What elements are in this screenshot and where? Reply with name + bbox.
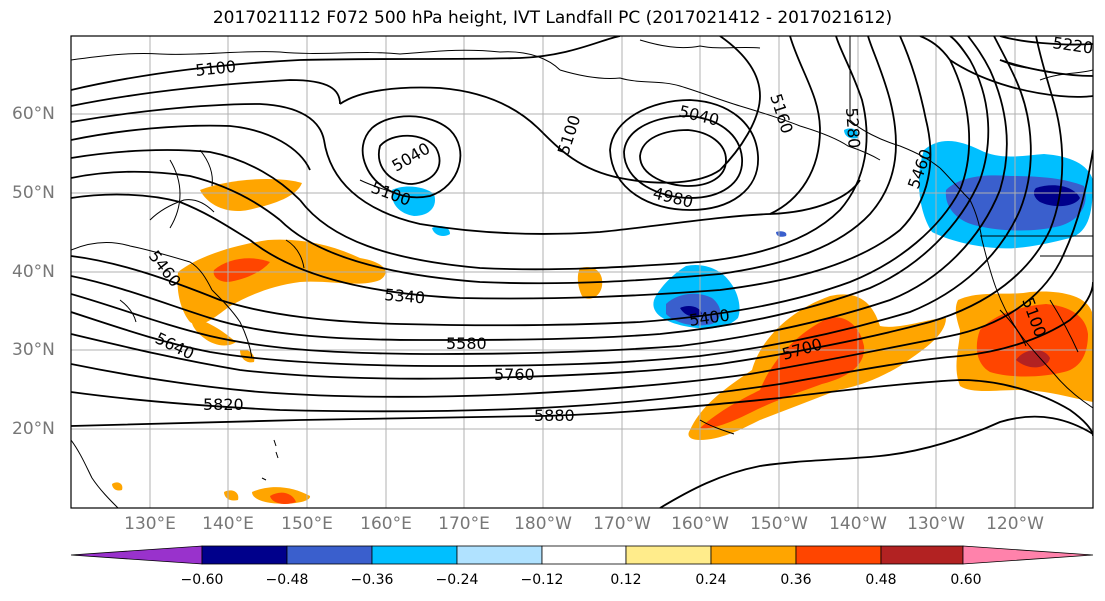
lon-label: 130°E (124, 514, 176, 534)
height-contours (71, 36, 1093, 508)
lon-label: 140°E (202, 514, 254, 534)
lon-label: 170°W (593, 514, 651, 534)
lon-label: 140°W (829, 514, 887, 534)
lon-label: 120°W (986, 514, 1044, 534)
contour-label: 5040 (677, 101, 721, 129)
colorbar-tick-label: 0.60 (950, 572, 982, 588)
contour-label: 5100 (369, 178, 414, 210)
lat-label: 60°N (12, 104, 55, 124)
shaded-fields (112, 128, 1093, 504)
lon-label: 180°W (514, 514, 572, 534)
colorbar-tick-label: 0.12 (610, 572, 642, 588)
colorbar-tick-label: −0.60 (180, 572, 224, 588)
contour-label: 5580 (446, 334, 487, 353)
lon-label: 160°W (671, 514, 729, 534)
lat-label: 20°N (12, 419, 55, 439)
graticule (71, 36, 1093, 508)
colorbar-tick-label: −0.12 (520, 572, 564, 588)
lat-label: 40°N (12, 262, 55, 282)
lon-label: 150°W (750, 514, 808, 534)
contour-label: 5280 (842, 107, 864, 149)
lon-label: 130°W (907, 514, 965, 534)
colorbar-tick-label: 0.48 (865, 572, 897, 588)
colorbar-tick-label: −0.36 (350, 572, 394, 588)
map-plot-area: 5100 5040 5100 5100 5040 4980 5460 5640 … (71, 33, 1094, 508)
contour-label: 4980 (651, 183, 695, 211)
contour-label: 5220 (1051, 33, 1094, 57)
map-title: 2017021112 F072 500 hPa height, IVT Land… (212, 8, 893, 28)
lon-label: 170°E (438, 514, 490, 534)
contour-label: 5100 (554, 113, 585, 158)
lat-label: 30°N (12, 340, 55, 360)
colorbar-tick-label: −0.24 (435, 572, 479, 588)
colorbar-tick-label: 0.24 (695, 572, 727, 588)
colorbar-extend-min (70, 545, 203, 565)
plot-frame (70, 35, 1094, 509)
contour-label: 5820 (203, 395, 244, 414)
contour-label: 5880 (534, 406, 575, 425)
colorbar-tick-label: 0.36 (780, 572, 812, 588)
contour-label: 5040 (389, 139, 434, 176)
contour-label: 5760 (494, 365, 535, 384)
lon-label: 150°E (281, 514, 333, 534)
lat-label: 50°N (12, 183, 55, 203)
colorbar (70, 545, 1094, 565)
colorbar-tick-label: −0.48 (265, 572, 309, 588)
contour-label: 5340 (384, 285, 426, 307)
lon-label: 160°E (360, 514, 412, 534)
colorbar-extend-max (962, 545, 1094, 565)
contour-label: 5100 (194, 57, 236, 80)
